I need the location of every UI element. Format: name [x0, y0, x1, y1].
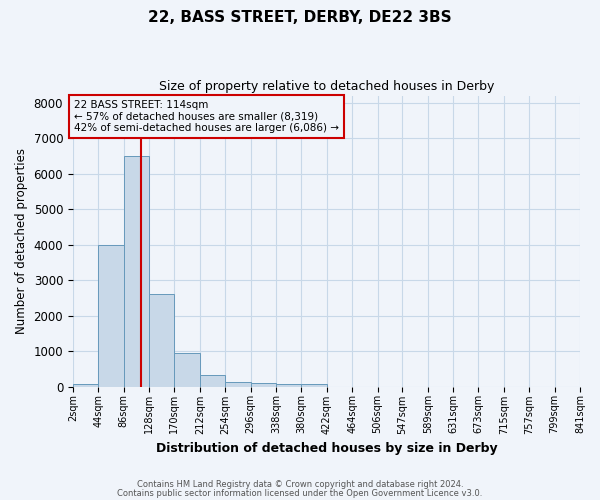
Bar	[175, 353, 200, 386]
Bar	[73, 384, 98, 386]
Title: Size of property relative to detached houses in Derby: Size of property relative to detached ho…	[159, 80, 494, 93]
Bar	[251, 382, 276, 386]
Text: Contains HM Land Registry data © Crown copyright and database right 2024.: Contains HM Land Registry data © Crown c…	[137, 480, 463, 489]
Text: 22, BASS STREET, DERBY, DE22 3BS: 22, BASS STREET, DERBY, DE22 3BS	[148, 10, 452, 25]
Bar	[124, 156, 149, 386]
Text: 22 BASS STREET: 114sqm
← 57% of detached houses are smaller (8,319)
42% of semi-: 22 BASS STREET: 114sqm ← 57% of detached…	[74, 100, 339, 133]
Y-axis label: Number of detached properties: Number of detached properties	[15, 148, 28, 334]
Bar	[301, 384, 327, 386]
Bar	[98, 244, 124, 386]
Bar	[200, 375, 225, 386]
X-axis label: Distribution of detached houses by size in Derby: Distribution of detached houses by size …	[155, 442, 497, 455]
Text: Contains public sector information licensed under the Open Government Licence v3: Contains public sector information licen…	[118, 488, 482, 498]
Bar	[225, 382, 251, 386]
Bar	[276, 384, 301, 386]
Bar	[149, 294, 175, 386]
